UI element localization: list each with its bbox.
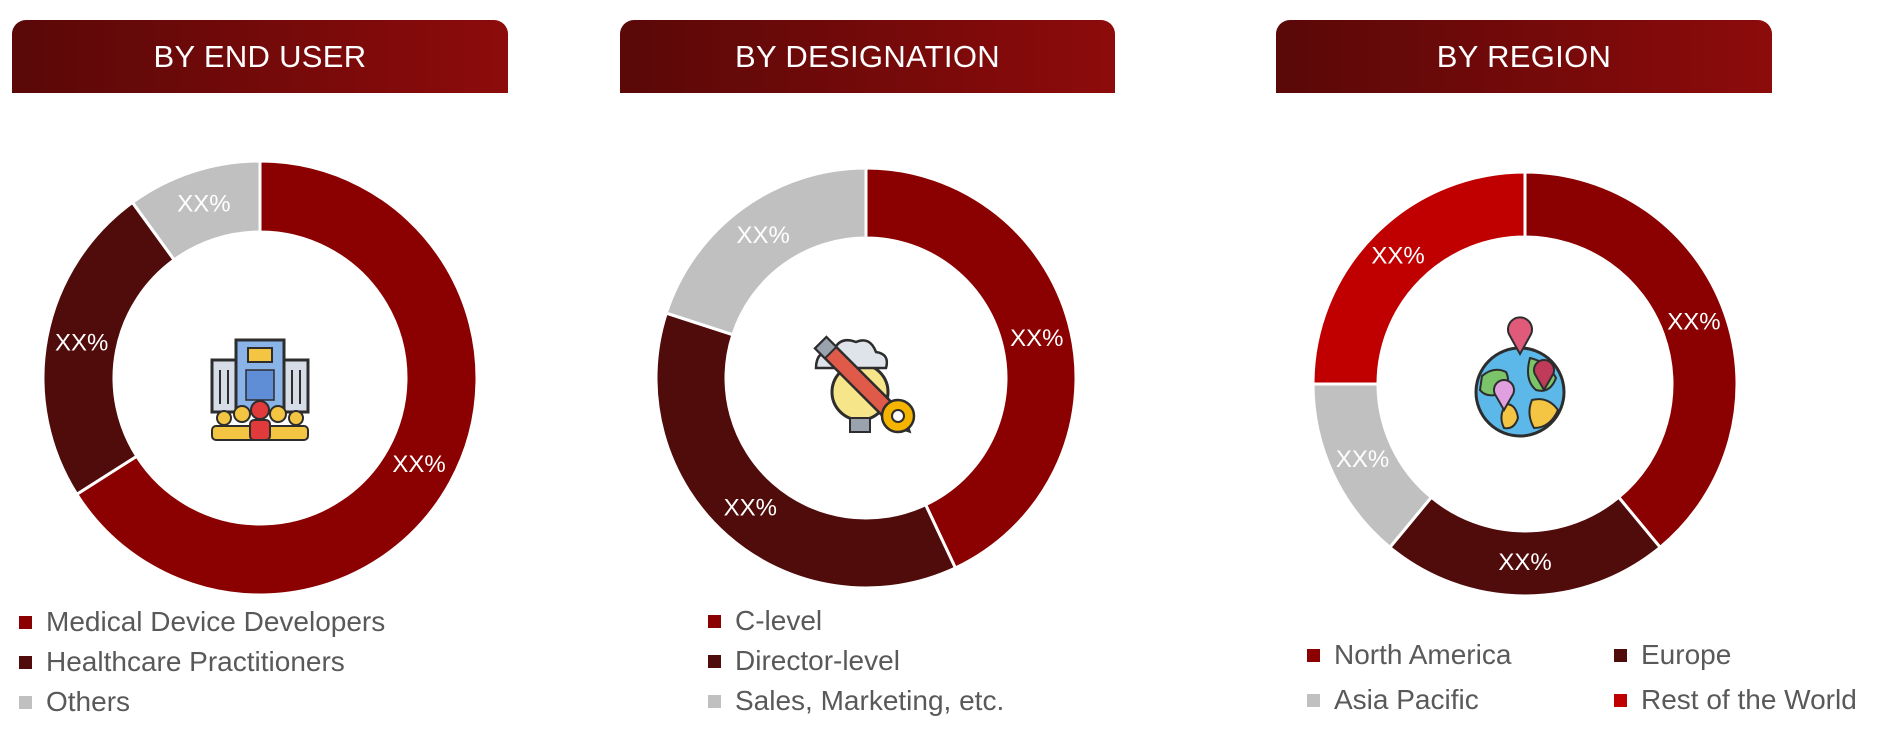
data-label: XX%	[55, 329, 108, 356]
legend-label: Sales, Marketing, etc.	[735, 685, 1005, 716]
panel-header: BY REGION	[1276, 20, 1772, 93]
legend-swatch	[19, 695, 32, 709]
legend-swatch	[708, 694, 721, 708]
legend-swatch	[708, 654, 721, 668]
end-user-donut-chart: XX% XX% XX%	[41, 159, 479, 597]
data-label: XX%	[736, 222, 789, 249]
data-label: XX%	[1371, 242, 1424, 269]
legend-item-north-america: North America	[1307, 639, 1511, 671]
legend-item-sales-marketing: Sales, Marketing, etc.	[708, 685, 1004, 717]
donut-slice-europe	[1387, 495, 1663, 598]
data-label: XX%	[1667, 309, 1720, 336]
data-label: XX%	[1336, 446, 1389, 473]
legend-swatch	[1614, 693, 1627, 707]
data-label: XX%	[724, 495, 777, 522]
legend-label: Director-level	[735, 645, 900, 676]
donut-slice-others	[130, 159, 262, 262]
legend-swatch	[19, 615, 32, 629]
panel-header-title: BY REGION	[1436, 38, 1612, 74]
idea-bulb-pencil-gear-icon	[813, 335, 916, 434]
legend-item-director-level: Director-level	[708, 645, 900, 677]
donut-slice-north-america	[1523, 170, 1739, 550]
legend-swatch	[1307, 693, 1320, 707]
legend-item-europe: Europe	[1614, 639, 1731, 671]
panel-header: BY END USER	[12, 20, 508, 93]
data-label: XX%	[177, 191, 230, 218]
legend-label: C-level	[735, 605, 823, 636]
legend-swatch	[1307, 648, 1320, 662]
legend-label: Rest of the World	[1641, 684, 1857, 715]
data-label: XX%	[1010, 325, 1063, 352]
legend-swatch	[1614, 648, 1627, 662]
panel-region: BY REGION XX% XX% XX% XX% North America Eur…	[1260, 0, 1890, 742]
region-donut-chart: XX% XX% XX% XX%	[1311, 170, 1739, 598]
legend-label: North America	[1334, 639, 1512, 670]
donut-slice-director-level	[654, 311, 958, 590]
designation-donut-chart: XX% XX% XX%	[654, 166, 1078, 590]
panel-end-user: BY END USER XX% XX% XX% Medical Device De	[0, 0, 520, 742]
panel-header: BY DESIGNATION	[620, 20, 1115, 93]
legend-label: Healthcare Practitioners	[46, 646, 345, 677]
legend-label: Europe	[1641, 639, 1732, 670]
legend-item-rest-of-the-world: Rest of the World	[1614, 684, 1857, 716]
legend-swatch	[19, 655, 32, 669]
donut-slice-sales-marketing-etc	[664, 166, 868, 337]
legend-item-others: Others	[19, 686, 130, 718]
donut-slice-healthcare-practitioners	[41, 200, 177, 497]
legend-label: Asia Pacific	[1334, 684, 1479, 715]
legend-item-asia-pacific: Asia Pacific	[1307, 684, 1479, 716]
panel-header-title: BY DESIGNATION	[735, 38, 1000, 74]
legend-item-medical-device-developers: Medical Device Developers	[19, 606, 385, 638]
legend-label: Others	[46, 686, 131, 717]
panel-designation: BY DESIGNATION XX% XX% XX% C-level Directo…	[600, 0, 1160, 742]
data-label: XX%	[1498, 549, 1551, 576]
donut-slice-rest-of-the-world	[1311, 170, 1527, 386]
donut-slice-c-level	[864, 166, 1078, 571]
legend-swatch	[708, 614, 721, 628]
legend-label: Medical Device Developers	[46, 606, 386, 637]
data-label: XX%	[392, 451, 445, 478]
panel-header-title: BY END USER	[153, 38, 367, 74]
corporate-building-people-icon	[210, 338, 310, 441]
donut-slice-medical-device-developers	[74, 159, 479, 597]
legend-item-c-level: C-level	[708, 605, 822, 637]
globe-location-pins-icon	[1474, 316, 1566, 438]
legend-item-healthcare-practitioners: Healthcare Practitioners	[19, 646, 345, 678]
